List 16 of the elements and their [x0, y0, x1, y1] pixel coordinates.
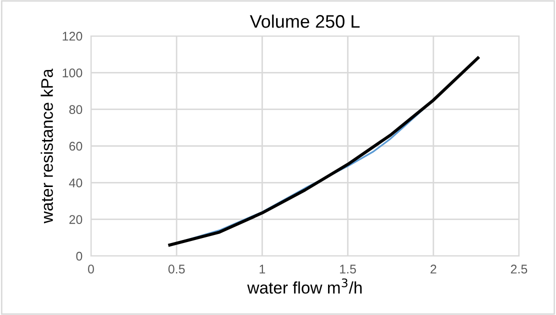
x-tick-label: 0: [88, 264, 94, 274]
x-tick-label: 1.5: [340, 264, 356, 274]
chart-title: Volume 250 L: [250, 14, 360, 28]
x-tick-label: 2: [430, 264, 436, 274]
y-tick-label: 0: [76, 252, 82, 261]
x-tick-label: 1: [260, 264, 266, 274]
y-tick-label: 40: [69, 178, 82, 188]
y-tick-label: 60: [69, 142, 82, 151]
x-tick-label: 0.5: [168, 264, 185, 274]
y-axis-title: water resistance kPa: [40, 68, 53, 224]
y-tick-label: 120: [62, 32, 82, 41]
y-tick-label: 20: [69, 215, 82, 224]
y-tick-label: 80: [69, 105, 82, 114]
x-tick-label: 2.5: [510, 264, 528, 274]
x-axis-title: water flow m$^{3}$/h: [247, 278, 362, 294]
y-tick-label: 100: [62, 68, 82, 78]
